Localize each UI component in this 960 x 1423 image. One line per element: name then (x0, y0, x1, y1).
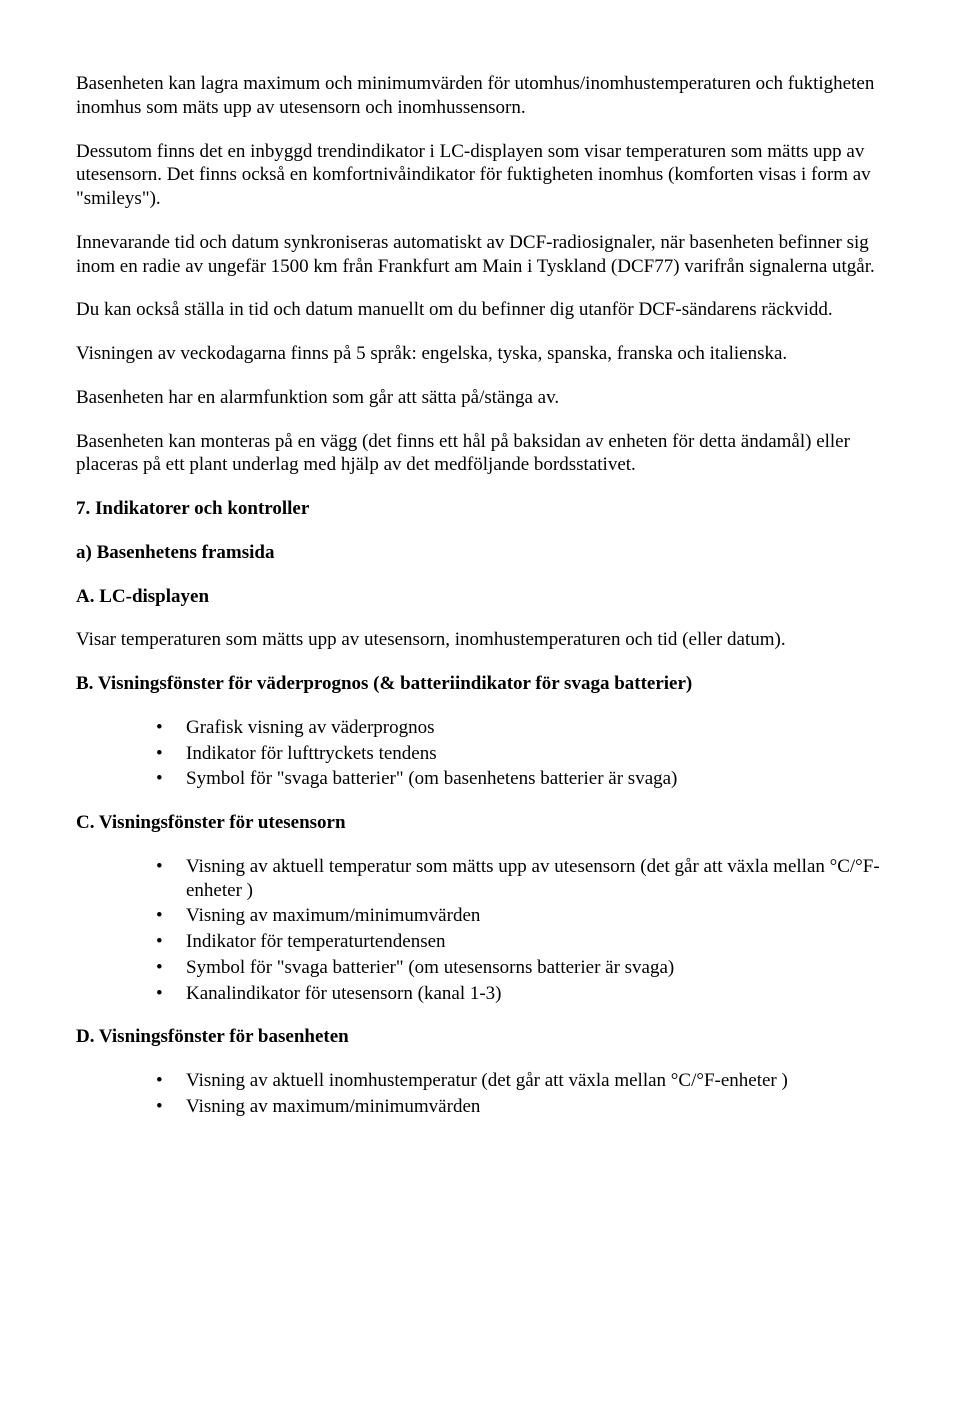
list-item: Indikator för temperaturtendensen (156, 930, 884, 954)
heading-item-c: C. Visningsfönster för utesensorn (76, 811, 884, 835)
list-item: Visning av maximum/minimumvärden (156, 1095, 884, 1119)
list-item: Visning av maximum/minimumvärden (156, 904, 884, 928)
paragraph-intro-2: Dessutom finns det en inbyggd trendindik… (76, 140, 884, 211)
paragraph-intro-1: Basenheten kan lagra maximum och minimum… (76, 72, 884, 120)
list-item: Grafisk visning av väderprognos (156, 716, 884, 740)
paragraph-item-a-body: Visar temperaturen som mätts upp av utes… (76, 628, 884, 652)
list-item: Visning av aktuell temperatur som mätts … (156, 855, 884, 903)
paragraph-intro-7: Basenheten kan monteras på en vägg (det … (76, 430, 884, 478)
paragraph-intro-4: Du kan också ställa in tid och datum man… (76, 298, 884, 322)
list-item: Kanalindikator för utesensorn (kanal 1-3… (156, 982, 884, 1006)
heading-item-b: B. Visningsfönster för väderprognos (& b… (76, 672, 884, 696)
list-item: Visning av aktuell inomhustemperatur (de… (156, 1069, 884, 1093)
list-d: Visning av aktuell inomhustemperatur (de… (76, 1069, 884, 1119)
paragraph-intro-6: Basenheten har en alarmfunktion som går … (76, 386, 884, 410)
list-b: Grafisk visning av väderprognos Indikato… (76, 716, 884, 791)
heading-subsection-a: a) Basenhetens framsida (76, 541, 884, 565)
paragraph-intro-3: Innevarande tid och datum synkroniseras … (76, 231, 884, 279)
list-item: Symbol för "svaga batterier" (om basenhe… (156, 767, 884, 791)
list-c: Visning av aktuell temperatur som mätts … (76, 855, 884, 1006)
list-item: Indikator för lufttryckets tendens (156, 742, 884, 766)
paragraph-intro-5: Visningen av veckodagarna finns på 5 spr… (76, 342, 884, 366)
heading-section-7: 7. Indikatorer och kontroller (76, 497, 884, 521)
list-item: Symbol för "svaga batterier" (om utesens… (156, 956, 884, 980)
heading-item-d: D. Visningsfönster för basenheten (76, 1025, 884, 1049)
heading-item-a: A. LC-displayen (76, 585, 884, 609)
